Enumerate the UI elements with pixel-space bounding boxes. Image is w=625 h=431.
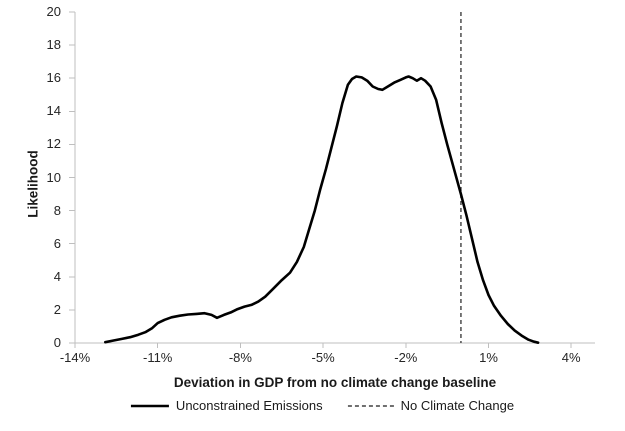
unconstrained-emissions-curve	[104, 75, 540, 345]
y-tick-label: 0	[53, 335, 61, 350]
x-tick-label: 4%	[561, 350, 581, 365]
legend-label-unconstrained-emissions: Unconstrained Emissions	[175, 398, 323, 413]
y-tick-label: 6	[53, 235, 61, 251]
legend: Unconstrained Emissions No Climate Chang…	[130, 398, 514, 413]
y-tick-label: 16	[46, 70, 61, 86]
y-tick-label: 12	[46, 136, 61, 152]
y-tick-label: 18	[46, 37, 61, 53]
x-tick-label: -5%	[311, 350, 335, 365]
x-tick-label: -11%	[142, 350, 173, 365]
y-axis-title: Likelihood	[25, 150, 41, 218]
x-axis-title: Deviation in GDP from no climate change …	[173, 375, 497, 390]
y-tick-label: 10	[46, 169, 61, 185]
legend-label-no-climate-change: No Climate Change	[400, 398, 515, 413]
y-tick-label: 20	[46, 4, 61, 19]
x-tick-label: -2%	[394, 350, 418, 365]
y-tick-label: 14	[46, 103, 61, 119]
x-tick-label: -14%	[59, 350, 91, 365]
dashed-line-swatch	[347, 404, 394, 407]
x-tick-label: 1%	[479, 350, 498, 365]
y-tick-label: 2	[53, 301, 61, 317]
legend-entry-unconstrained-emissions: Unconstrained Emissions	[130, 398, 323, 413]
y-tick-label: 8	[53, 202, 61, 218]
x-tick-label: -8%	[228, 350, 252, 365]
y-tick-label: 4	[53, 268, 61, 284]
legend-entry-no-climate-change: No Climate Change	[347, 398, 514, 413]
solid-line-swatch	[130, 404, 169, 407]
